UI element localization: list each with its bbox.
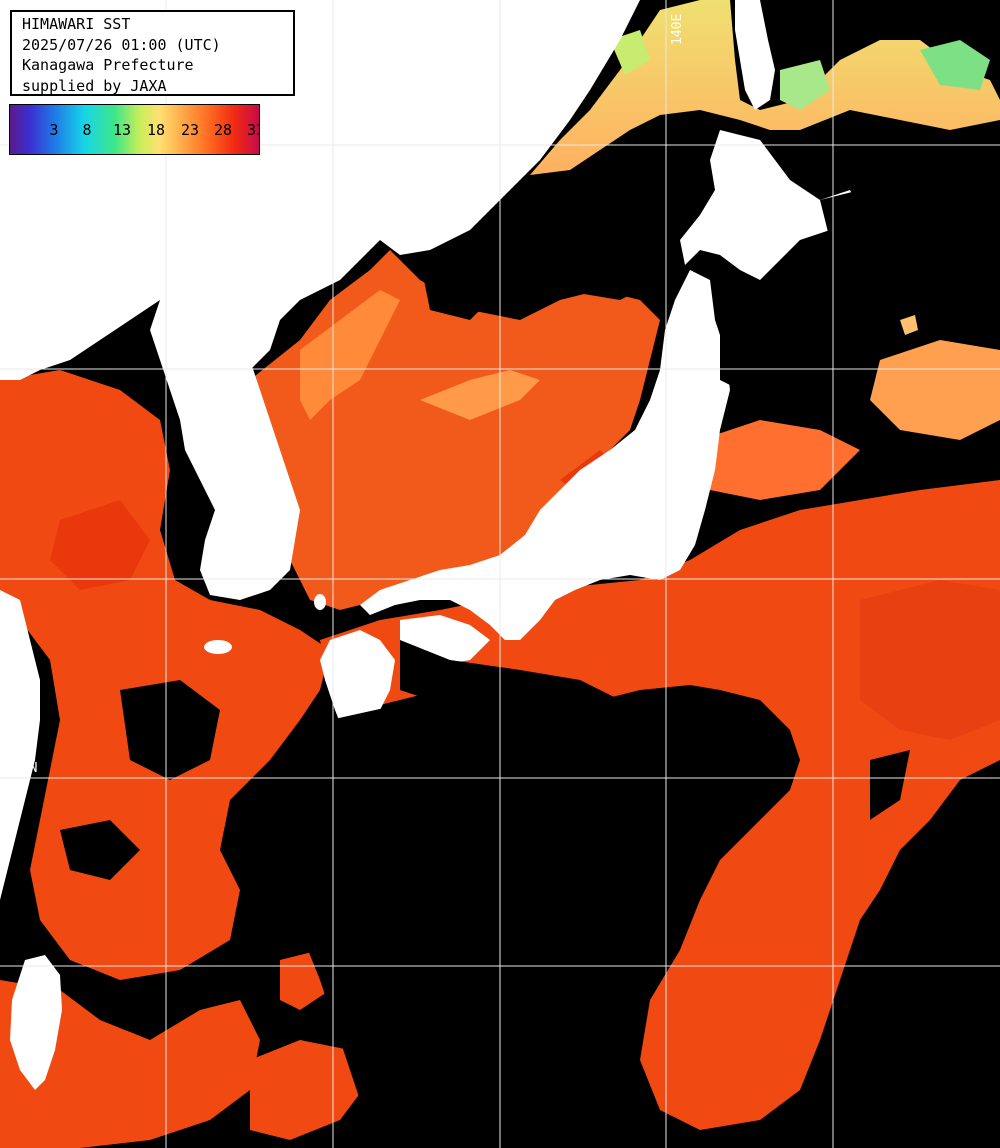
- korean-peninsula: [150, 300, 300, 600]
- hokkaido: [680, 130, 860, 280]
- legend-tick: 3: [49, 121, 59, 139]
- cloud-layer: [60, 180, 1000, 1148]
- kuroshio-sst: [320, 480, 1000, 1130]
- temperature-color-legend: 3 8 13 18 23 28 33: [9, 104, 260, 155]
- northern-sst-layer: [530, 0, 1000, 335]
- lat-label-40: 40N: [14, 352, 38, 367]
- legend-tick: 33: [246, 121, 259, 139]
- region-name: Kanagawa Prefecture: [22, 56, 194, 74]
- sakhalin: [735, 0, 775, 110]
- observation-datetime: 2025/07/26 01:00 (UTC): [22, 35, 221, 54]
- legend-tick: 28: [213, 121, 233, 139]
- legend-tick: 13: [112, 121, 132, 139]
- legend-tick: 23: [180, 121, 200, 139]
- data-credit: supplied by JAXA: [22, 76, 167, 95]
- sst-ocean-layer: [0, 250, 1000, 1148]
- product-title: HIMAWARI SST: [22, 15, 131, 33]
- legend-tick: 18: [146, 121, 166, 139]
- legend-tick: 8: [82, 121, 92, 139]
- lon-label-140: 140E: [670, 13, 685, 45]
- honshu: [360, 270, 730, 640]
- lat-label-30: 30N: [14, 761, 38, 776]
- taiwan: [10, 955, 62, 1090]
- info-box: HIMAWARI SST 2025/07/26 01:00 (UTC) Kana…: [10, 10, 295, 96]
- china-coast: [0, 590, 40, 900]
